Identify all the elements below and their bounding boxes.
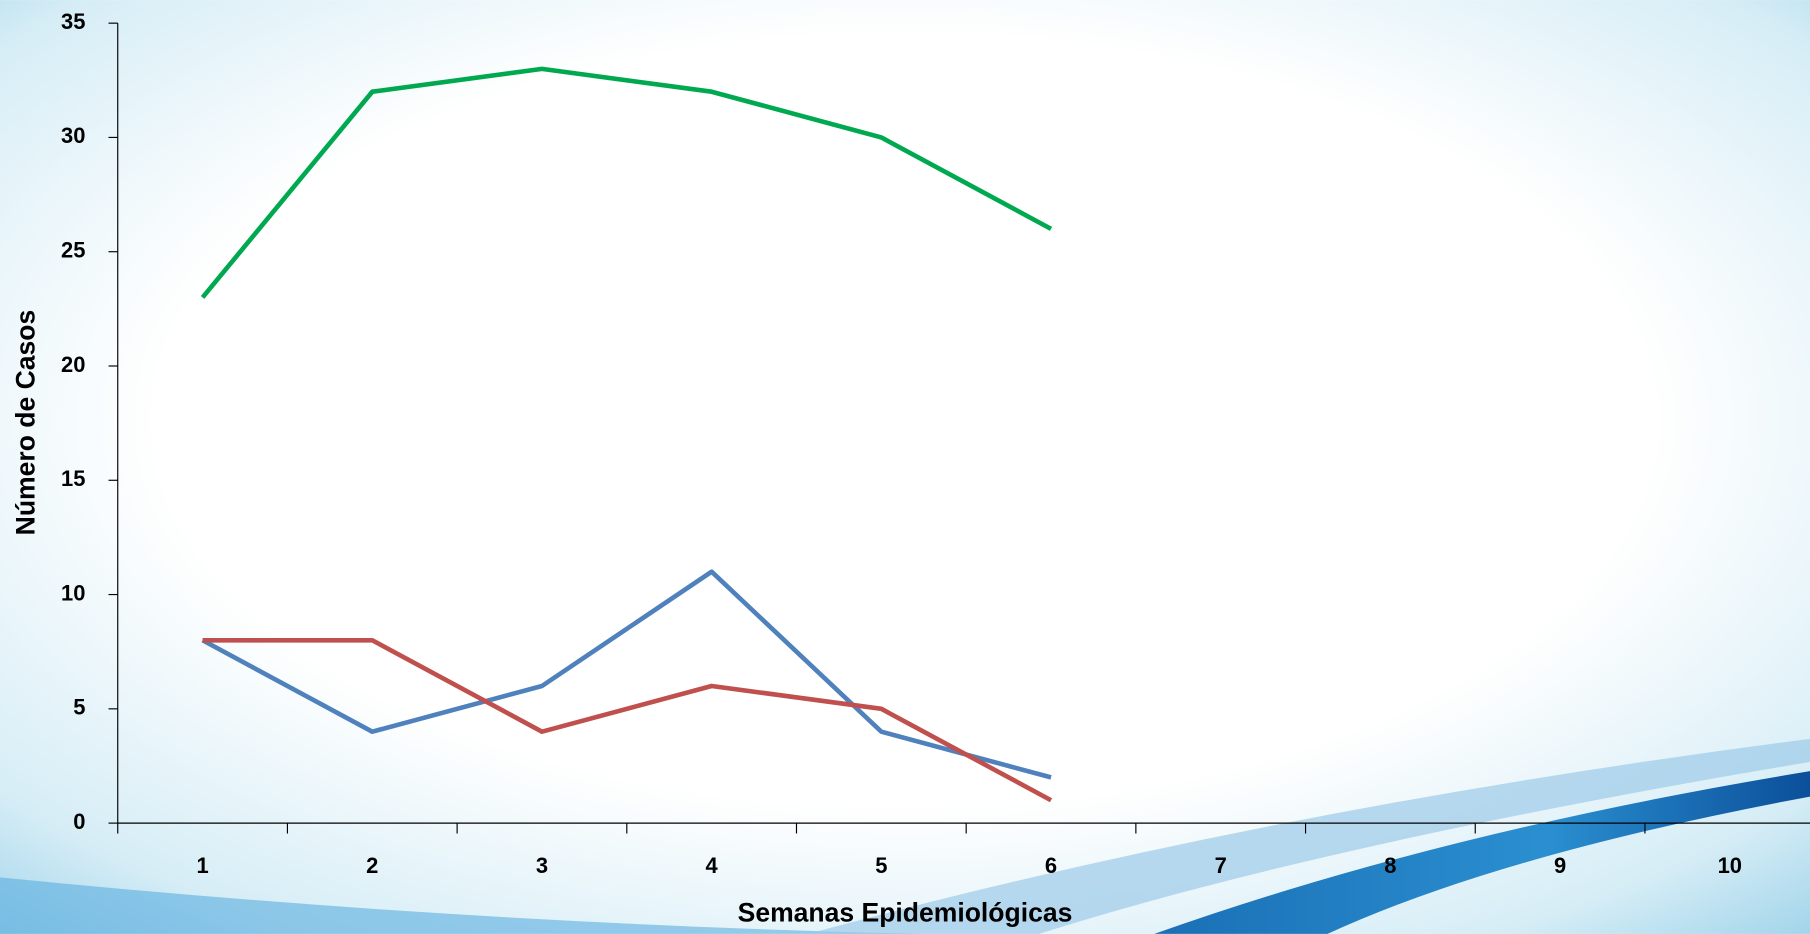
swoosh	[808, 738, 1810, 934]
x-tick-label: 10	[1718, 853, 1742, 878]
series-line	[202, 637, 1053, 803]
y-tick-label: 35	[61, 9, 85, 34]
y-axis-title: Número de Casos	[11, 310, 41, 536]
y-tick-label: 15	[61, 466, 85, 491]
swoosh	[1154, 771, 1810, 934]
y-tick-label: 20	[61, 352, 85, 377]
y-tick-label: 5	[73, 695, 85, 720]
series-line	[201, 569, 1052, 780]
x-tick-label: 9	[1554, 853, 1566, 878]
x-tick-label: 4	[706, 853, 719, 878]
x-tick-label: 7	[1215, 853, 1227, 878]
x-tick-label: 6	[1045, 853, 1057, 878]
swoosh	[0, 877, 924, 934]
series-line	[200, 66, 1053, 299]
y-tick-label: 10	[61, 580, 85, 605]
x-tick-label: 2	[366, 853, 378, 878]
y-tick-label: 30	[61, 123, 85, 148]
y-tick-label: 25	[61, 238, 85, 263]
x-tick-label: 5	[875, 853, 887, 878]
x-tick-label: 1	[196, 853, 208, 878]
x-tick-label: 8	[1384, 853, 1396, 878]
x-tick-label: 3	[536, 853, 548, 878]
x-axis-title: Semanas Epidemiológicas	[738, 897, 1073, 927]
y-tick-label: 0	[73, 809, 85, 834]
